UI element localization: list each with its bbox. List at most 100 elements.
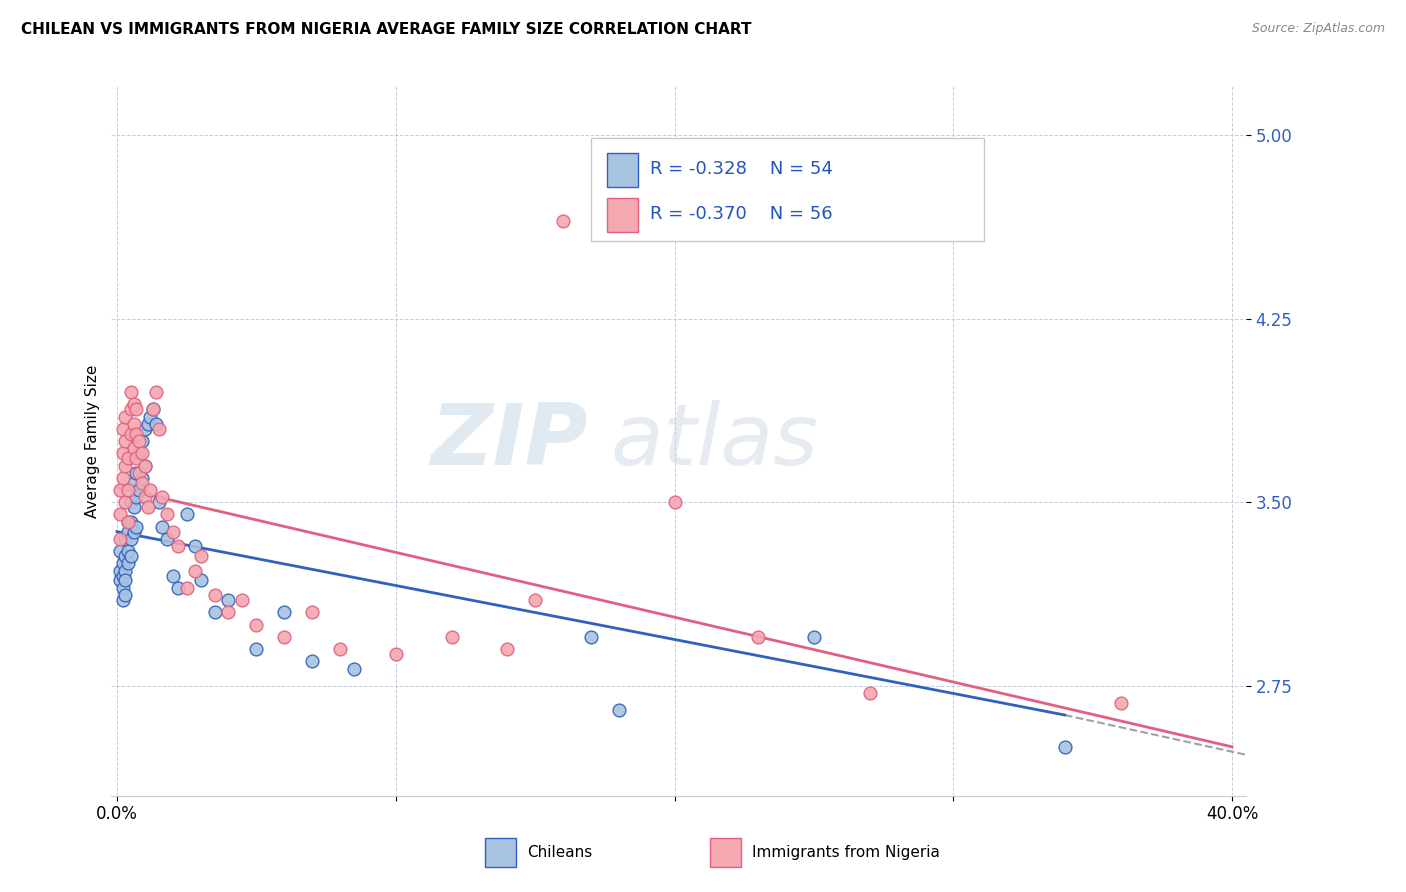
Point [111, 581, 134, 595]
Point [156, 508, 179, 522]
Point [114, 532, 136, 546]
Point [231, 593, 253, 607]
Point [134, 422, 156, 436]
Point [136, 417, 159, 431]
Point [440, 630, 463, 644]
Point [301, 654, 323, 668]
Point [139, 409, 162, 424]
Point [184, 539, 207, 553]
Text: R = -0.370    N = 56: R = -0.370 N = 56 [650, 205, 832, 223]
Point [108, 483, 131, 497]
Point [108, 532, 131, 546]
Point [111, 446, 134, 460]
Point [142, 402, 165, 417]
Point [128, 446, 150, 460]
Point [114, 588, 136, 602]
Point [664, 495, 686, 509]
Point [120, 495, 142, 509]
Point [162, 524, 184, 539]
Point [125, 426, 148, 441]
Point [111, 557, 134, 571]
Point [150, 519, 173, 533]
Point [131, 446, 153, 460]
Point [162, 568, 184, 582]
Point [120, 515, 142, 529]
Point [273, 630, 295, 644]
Point [131, 434, 153, 448]
Point [117, 524, 139, 539]
Point [128, 466, 150, 480]
Point [139, 483, 162, 497]
Text: atlas: atlas [610, 400, 818, 483]
Point [245, 642, 267, 657]
Point [131, 475, 153, 490]
Point [136, 500, 159, 515]
Point [122, 475, 145, 490]
Point [148, 422, 170, 436]
Point [579, 630, 602, 644]
Text: ZIP: ZIP [430, 400, 588, 483]
Point [167, 581, 190, 595]
Point [803, 630, 825, 644]
Point [125, 451, 148, 466]
Point [114, 409, 136, 424]
Point [122, 442, 145, 456]
Point [204, 605, 226, 619]
Y-axis label: Average Family Size: Average Family Size [86, 364, 100, 517]
Point [134, 458, 156, 473]
Point [190, 549, 212, 563]
Point [117, 544, 139, 558]
Point [122, 417, 145, 431]
Point [117, 515, 139, 529]
Point [108, 544, 131, 558]
Point [1053, 739, 1076, 754]
Point [145, 385, 167, 400]
Point [148, 495, 170, 509]
Point [1109, 696, 1132, 710]
Point [120, 549, 142, 563]
Point [204, 588, 226, 602]
Point [111, 593, 134, 607]
Point [384, 647, 406, 661]
Point [218, 605, 240, 619]
Point [111, 568, 134, 582]
Point [114, 434, 136, 448]
Point [120, 532, 142, 546]
Point [496, 642, 519, 657]
Point [343, 662, 366, 676]
Point [122, 397, 145, 411]
Text: Source: ZipAtlas.com: Source: ZipAtlas.com [1251, 22, 1385, 36]
Point [122, 524, 145, 539]
Point [134, 458, 156, 473]
Point [120, 385, 142, 400]
Point [128, 434, 150, 448]
Point [134, 491, 156, 505]
Point [150, 491, 173, 505]
Point [125, 519, 148, 533]
Point [145, 417, 167, 431]
Point [747, 630, 769, 644]
Point [131, 471, 153, 485]
Point [122, 500, 145, 515]
Text: R = -0.328    N = 54: R = -0.328 N = 54 [650, 161, 832, 178]
Point [607, 703, 630, 717]
Point [218, 593, 240, 607]
Point [111, 422, 134, 436]
Point [128, 483, 150, 497]
Point [176, 581, 198, 595]
Point [167, 539, 190, 553]
Point [114, 574, 136, 588]
Point [245, 617, 267, 632]
Point [176, 508, 198, 522]
Point [125, 466, 148, 480]
Text: Chileans: Chileans [527, 846, 592, 860]
Point [120, 402, 142, 417]
Point [190, 574, 212, 588]
Point [114, 564, 136, 578]
Point [114, 495, 136, 509]
Point [524, 593, 547, 607]
Text: Immigrants from Nigeria: Immigrants from Nigeria [752, 846, 941, 860]
Point [108, 508, 131, 522]
Point [329, 642, 352, 657]
Text: CHILEAN VS IMMIGRANTS FROM NIGERIA AVERAGE FAMILY SIZE CORRELATION CHART: CHILEAN VS IMMIGRANTS FROM NIGERIA AVERA… [21, 22, 752, 37]
